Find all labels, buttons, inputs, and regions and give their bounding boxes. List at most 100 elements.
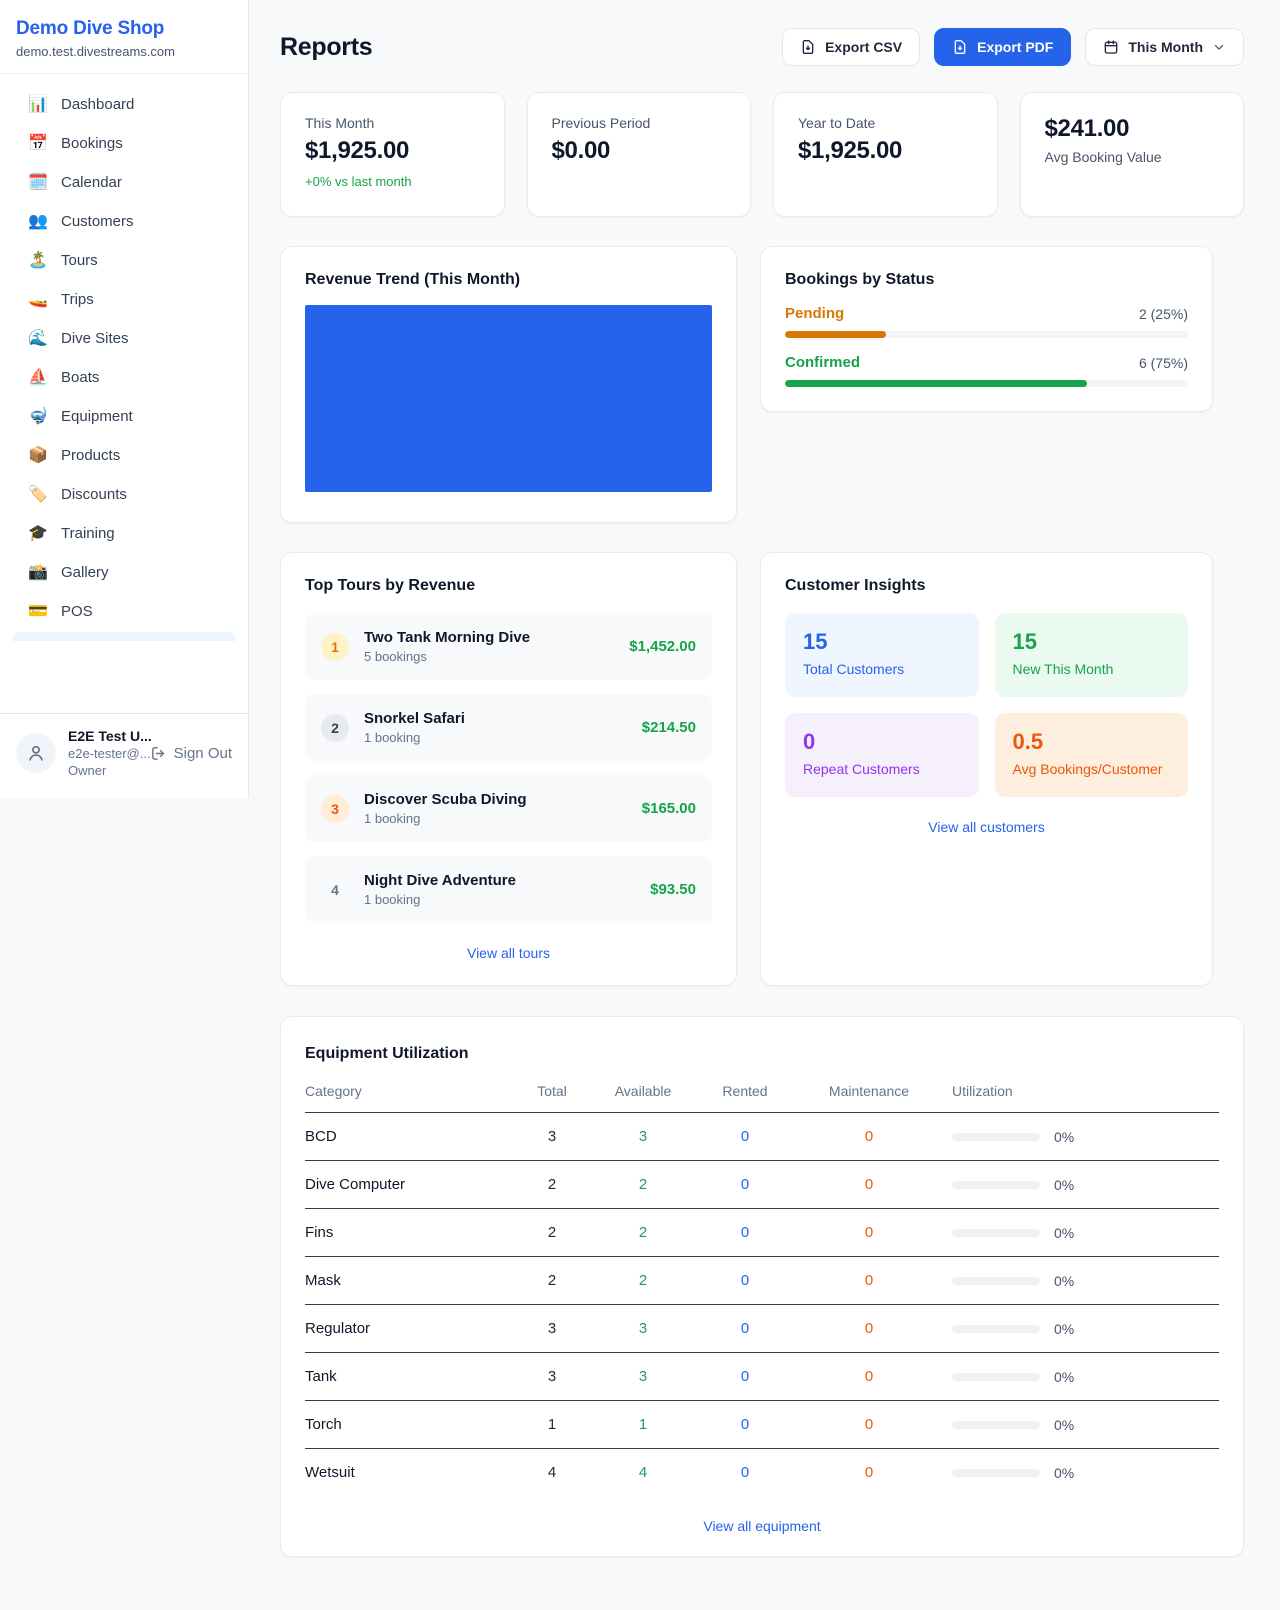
col-total: Total [505, 1083, 599, 1113]
sidebar-item-label: POS [61, 603, 93, 620]
cell-rented: 0 [687, 1160, 803, 1209]
tour-bookings: 1 booking [364, 730, 421, 745]
cell-maintenance: 0 [864, 1464, 874, 1481]
period-select[interactable]: This Month [1085, 28, 1244, 66]
sidebar-item-boats[interactable]: ⛵ Boats [12, 359, 236, 396]
stats-row: This Month $1,925.00 +0% vs last month P… [280, 92, 1244, 217]
sidebar-item-label: Dashboard [61, 96, 135, 113]
island-icon: 🏝️ [28, 251, 48, 269]
utilization-percent: 0% [1054, 1320, 1075, 1337]
utilization-bar [952, 1468, 1040, 1477]
sidebar-item-partially-visible[interactable] [12, 632, 236, 641]
stat-value: $0.00 [551, 137, 611, 164]
sidebar-item-training[interactable]: 🎓 Training [12, 515, 236, 552]
cell-available: 1 [599, 1400, 687, 1449]
page-title: Reports [280, 32, 373, 61]
tour-row: 2 Snorkel Safari 1 booking $214.50 [305, 694, 712, 761]
row-revenue-status: Revenue Trend (This Month) Bookings by S… [280, 246, 1244, 523]
calendar-icon [1105, 40, 1118, 54]
status-label-confirmed: Confirmed [785, 354, 860, 371]
sidebar-item-customers[interactable]: 👥 Customers [12, 203, 236, 240]
col-utilization: Utilization [935, 1083, 1219, 1113]
revenue-trend-card: Revenue Trend (This Month) [280, 246, 737, 523]
cell-category: BCD [305, 1112, 505, 1161]
dashboard-icon: 📊 [28, 95, 48, 113]
col-rented: Rented [687, 1083, 803, 1113]
sidebar-item-dive-sites[interactable]: 🌊 Dive Sites [12, 320, 236, 357]
sidebar: Demo Dive Shop demo.test.divestreams.com… [0, 0, 249, 798]
stat-value: $1,925.00 [305, 137, 410, 164]
chevron-down-icon [1214, 44, 1224, 50]
cell-available: 3 [599, 1304, 687, 1353]
cell-rented: 0 [687, 1256, 803, 1305]
sidebar-item-label: Gallery [61, 564, 109, 581]
progress-fill-confirmed [785, 380, 1088, 387]
tour-revenue: $214.50 [641, 719, 696, 736]
sidebar-item-discounts[interactable]: 🏷️ Discounts [12, 476, 236, 513]
sidebar-item-dashboard[interactable]: 📊 Dashboard [12, 86, 236, 123]
rank-badge: 3 [321, 794, 349, 823]
stat-value: $241.00 [1044, 115, 1130, 142]
cell-category: Dive Computer [305, 1160, 505, 1209]
revenue-trend-title: Revenue Trend (This Month) [305, 271, 521, 288]
utilization-percent: 0% [1054, 1368, 1075, 1385]
revenue-trend-chart [305, 305, 712, 492]
sidebar-item-trips[interactable]: 🚤 Trips [12, 281, 236, 318]
table-row: Tank 3 3 0 0 0% [305, 1352, 1219, 1401]
cell-total: 3 [505, 1352, 599, 1401]
cell-rented: 0 [687, 1352, 803, 1401]
sidebar-item-pos[interactable]: 💳 POS [12, 593, 236, 630]
equipment-utilization-title: Equipment Utilization [305, 1045, 469, 1062]
cell-total: 3 [505, 1304, 599, 1353]
sailboat-icon: ⛵ [28, 368, 48, 386]
view-all-tours-link[interactable]: View all tours [466, 945, 550, 961]
progress-fill-pending [785, 331, 886, 338]
cell-category: Mask [305, 1256, 505, 1305]
table-row: BCD 3 3 0 0 0% [305, 1112, 1219, 1161]
utilization-bar [952, 1132, 1040, 1141]
sidebar-item-products[interactable]: 📦 Products [12, 437, 236, 474]
sidebar-item-bookings[interactable]: 📅 Bookings [12, 125, 236, 162]
file-download-icon [802, 40, 814, 54]
equipment-utilization-card: Equipment Utilization Category Total Ava… [280, 1016, 1244, 1557]
utilization-percent: 0% [1054, 1416, 1075, 1433]
export-csv-button[interactable]: Export CSV [782, 28, 921, 66]
tour-row: 4 Night Dive Adventure 1 booking $93.50 [305, 856, 712, 923]
tour-bookings: 5 bookings [364, 649, 427, 664]
tour-bookings: 1 booking [364, 811, 421, 826]
view-all-equipment-link[interactable]: View all equipment [703, 1518, 821, 1534]
sidebar-item-equipment[interactable]: 🤿 Equipment [12, 398, 236, 435]
graduation-cap-icon: 🎓 [28, 524, 48, 542]
table-row: Wetsuit 4 4 0 0 0% [305, 1449, 1219, 1497]
rank-badge: 4 [331, 881, 339, 898]
sidebar-item-gallery[interactable]: 📸 Gallery [12, 554, 236, 591]
sidebar-item-label: Customers [61, 213, 134, 230]
sidebar-item-label: Trips [61, 291, 94, 308]
bookings-by-status-title: Bookings by Status [785, 271, 935, 288]
stat-label: Previous Period [551, 115, 651, 131]
cell-maintenance: 0 [803, 1208, 935, 1257]
sidebar-item-calendar[interactable]: 🗓️ Calendar [12, 164, 236, 201]
stat-label: Avg Booking Value [1044, 149, 1162, 165]
cell-maintenance: 0 [803, 1160, 935, 1209]
package-icon: 📦 [28, 446, 48, 464]
cell-category: Tank [305, 1352, 505, 1401]
utilization-percent: 0% [1054, 1224, 1075, 1241]
sign-out-button[interactable]: Sign Out [150, 745, 232, 762]
file-download-icon [954, 40, 966, 54]
sign-out-label: Sign Out [173, 744, 232, 762]
user-name: E2E Test U... [68, 728, 152, 744]
diving-mask-icon: 🤿 [28, 407, 48, 425]
sidebar-item-tours[interactable]: 🏝️ Tours [12, 242, 236, 279]
utilization-percent: 0% [1054, 1128, 1075, 1145]
table-row: Mask 2 2 0 0 0% [305, 1256, 1219, 1305]
cell-rented: 0 [687, 1112, 803, 1161]
sidebar-header: Demo Dive Shop demo.test.divestreams.com [0, 0, 248, 74]
tour-bookings: 1 booking [364, 892, 421, 907]
export-pdf-button[interactable]: Export PDF [934, 28, 1072, 66]
cell-rented: 0 [687, 1304, 803, 1353]
view-all-customers-link[interactable]: View all customers [928, 819, 1045, 835]
utilization-bar [952, 1228, 1040, 1237]
calendar-icon: 🗓️ [28, 173, 48, 191]
status-count-confirmed: 6 (75%) [1138, 354, 1188, 371]
